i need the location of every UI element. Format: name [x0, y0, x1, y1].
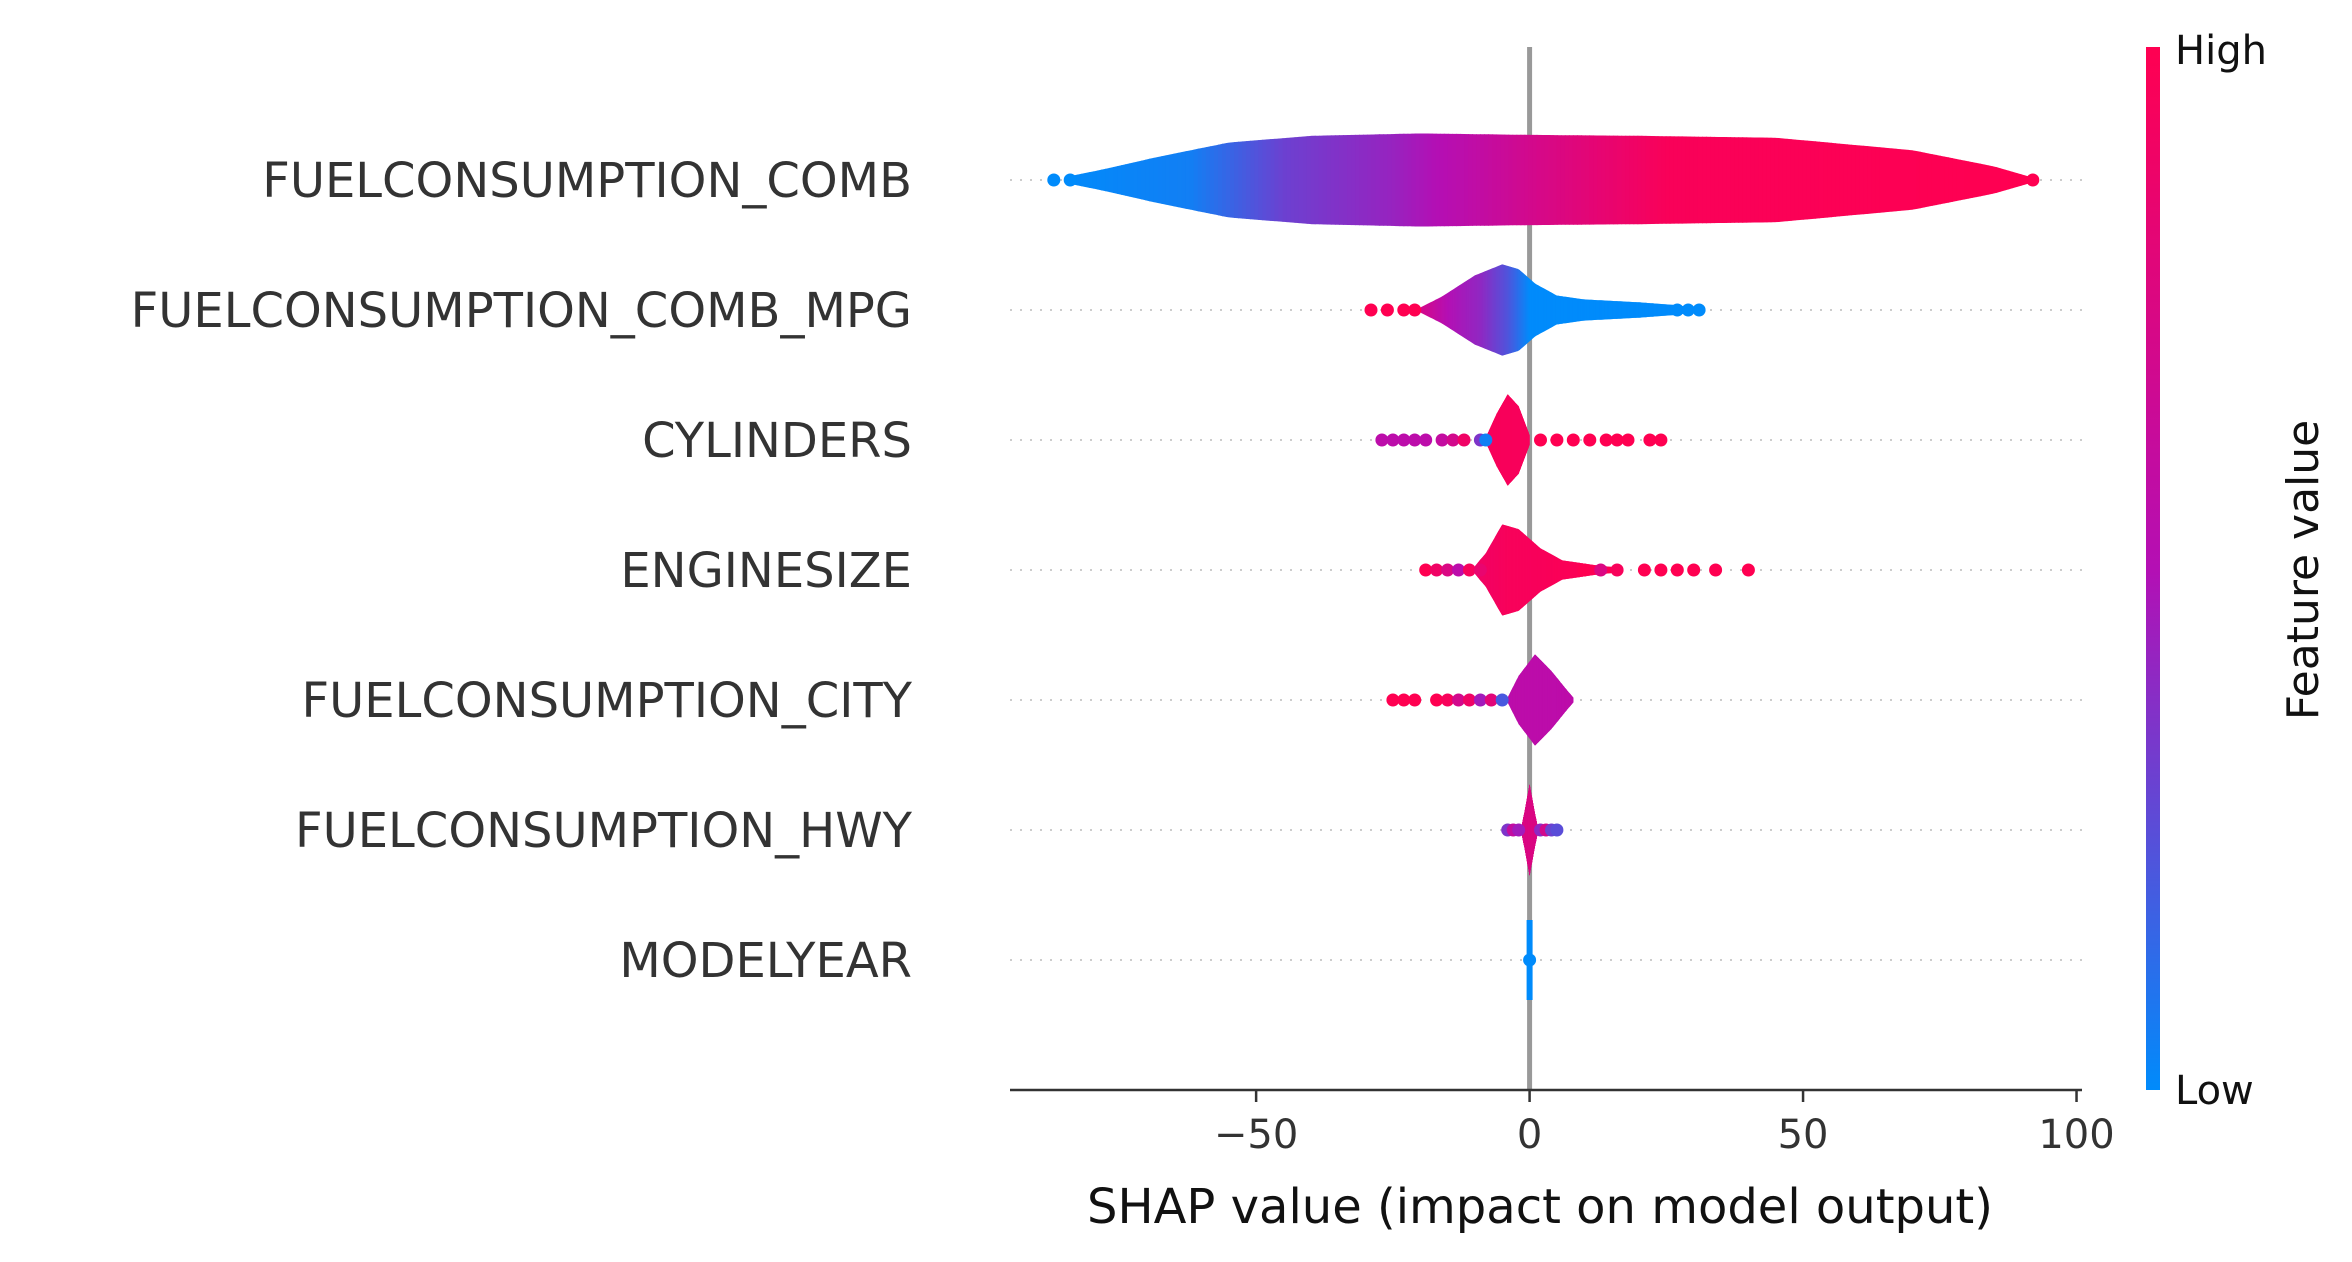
- outlier-point: [1550, 823, 1564, 837]
- outlier-point: [1495, 693, 1509, 707]
- outlier-point: [1583, 433, 1597, 447]
- outlier-point: [1534, 433, 1547, 447]
- outlier-point: [1610, 563, 1624, 577]
- violin-fuelconsumption-hwy: [1501, 784, 1564, 876]
- outlier-point: [1566, 433, 1580, 447]
- outlier-point: [1380, 303, 1394, 317]
- outlier-point: [1452, 693, 1465, 707]
- outlier-point: [1462, 563, 1476, 577]
- x-tick-label: −50: [1214, 1112, 1298, 1158]
- x-axis: −50 0 50 100: [1010, 1088, 2115, 1158]
- outlier-point: [1610, 433, 1624, 447]
- outlier-point: [1687, 563, 1701, 577]
- feature-label: ENGINESIZE: [620, 543, 912, 599]
- outlier-point: [1441, 693, 1455, 707]
- outlier-point: [1441, 563, 1455, 577]
- outlier-point: [1692, 303, 1706, 317]
- outlier-point: [1484, 693, 1498, 707]
- outlier-point: [1397, 303, 1411, 317]
- outlier-point: [1047, 173, 1061, 187]
- colorbar-low-label: Low: [2175, 1068, 2254, 1114]
- colorbar: High Low Feature value: [2146, 28, 2329, 1114]
- colorbar-gradient: [2146, 47, 2160, 1090]
- violin-enginesize: [1419, 524, 1755, 616]
- outlier-point: [1741, 563, 1755, 577]
- outlier-point: [1462, 693, 1476, 707]
- outlier-point: [1550, 433, 1564, 447]
- violin-modelyear: [1523, 920, 1537, 1000]
- violin-cylinders: [1375, 394, 1668, 486]
- outlier-point: [1681, 303, 1695, 317]
- x-axis-title: SHAP value (impact on model output): [1087, 1179, 1993, 1235]
- outlier-point: [1397, 693, 1411, 707]
- outlier-point: [1397, 433, 1411, 447]
- outlier-point: [1419, 433, 1433, 447]
- outlier-point: [1419, 563, 1433, 577]
- outlier-point: [1594, 563, 1608, 577]
- violin-fuelconsumption-comb-mpg: [1364, 264, 1706, 356]
- outlier-point: [1577, 563, 1591, 577]
- outlier-point: [1430, 693, 1444, 707]
- violin-fill: [1064, 133, 2033, 227]
- feature-label: FUELCONSUMPTION_COMB_MPG: [131, 283, 912, 339]
- outlier-point: [1430, 563, 1444, 577]
- violin-fill: [1485, 394, 1530, 486]
- x-tick-label: 0: [1517, 1112, 1542, 1158]
- outlier-point: [1408, 433, 1422, 447]
- outlier-point: [1408, 303, 1422, 317]
- violin-fuelconsumption-comb: [1047, 133, 2040, 227]
- outlier-point: [1599, 433, 1613, 447]
- outlier-point: [1386, 433, 1400, 447]
- outlier-point: [1435, 433, 1449, 447]
- outlier-point: [1452, 563, 1465, 577]
- colorbar-title: Feature value: [2278, 420, 2329, 720]
- colorbar-high-label: High: [2175, 28, 2267, 74]
- violin-fill: [1420, 264, 1694, 356]
- feature-labels: FUELCONSUMPTION_COMB FUELCONSUMPTION_COMB…: [131, 153, 913, 989]
- x-tick-label: 50: [1778, 1112, 1829, 1158]
- outlier-point: [1408, 693, 1422, 707]
- feature-label: CYLINDERS: [642, 413, 912, 469]
- outlier-point: [1621, 433, 1635, 447]
- violins: [1047, 133, 2040, 1000]
- outlier-point: [1473, 693, 1487, 707]
- feature-label: MODELYEAR: [619, 933, 912, 989]
- outlier-point: [1386, 693, 1400, 707]
- feature-label: FUELCONSUMPTION_COMB: [262, 153, 912, 209]
- outlier-point: [1473, 563, 1487, 577]
- outlier-point: [1654, 433, 1668, 447]
- outlier-point: [1446, 433, 1460, 447]
- outlier-point: [1654, 563, 1668, 577]
- violin-fuelconsumption-city: [1386, 654, 1574, 746]
- outlier-point: [1063, 173, 1077, 187]
- outlier-point: [1479, 433, 1493, 447]
- x-tick-label: 100: [2038, 1112, 2114, 1158]
- feature-label: FUELCONSUMPTION_HWY: [295, 803, 913, 859]
- outlier-point: [1512, 823, 1526, 837]
- outlier-point: [1457, 433, 1471, 447]
- feature-label: FUELCONSUMPTION_CITY: [302, 673, 913, 729]
- outlier-point: [1523, 953, 1537, 967]
- violin-fill: [1507, 654, 1574, 746]
- outlier-point: [1670, 303, 1684, 317]
- outlier-point: [2026, 173, 2040, 187]
- outlier-point: [1375, 433, 1389, 447]
- outlier-point: [1709, 563, 1723, 577]
- outlier-point: [1364, 303, 1378, 317]
- outlier-point: [1637, 563, 1651, 577]
- outlier-point: [1670, 563, 1684, 577]
- outlier-point: [1643, 433, 1657, 447]
